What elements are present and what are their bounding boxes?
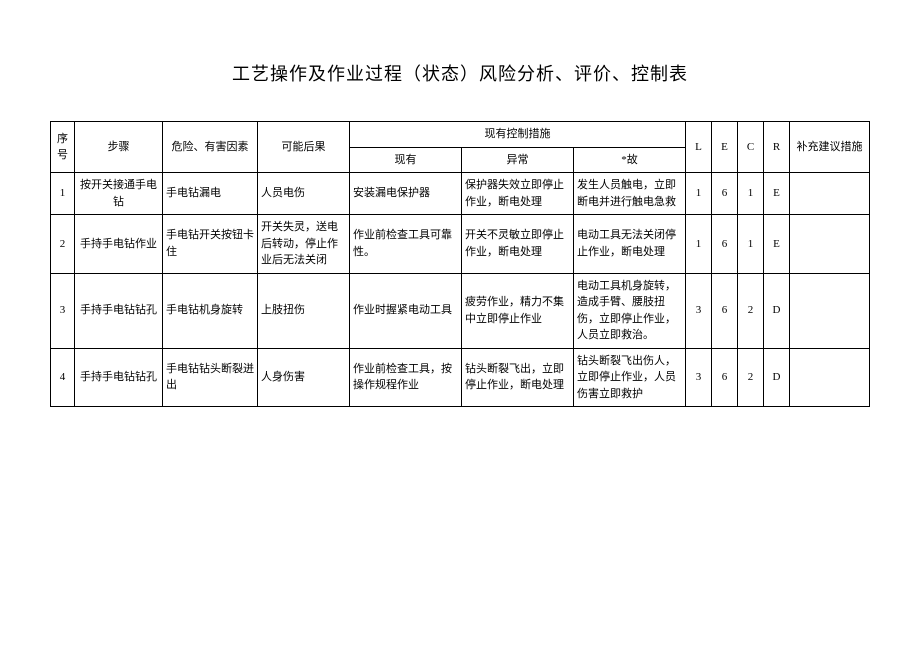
cell-seq: 2: [51, 215, 75, 274]
cell-e: 6: [712, 273, 738, 348]
cell-consequence: 开关失灵，送电后转动，停止作业后无法关闭: [258, 215, 350, 274]
header-abnormal: 异常: [462, 147, 574, 173]
cell-abnormal: 保护器失效立即停止作业，断电处理: [462, 173, 574, 215]
cell-consequence: 上肢扭伤: [258, 273, 350, 348]
cell-factor: 手电钻漏电: [163, 173, 258, 215]
cell-factor: 手电钻机身旋转: [163, 273, 258, 348]
header-l: L: [686, 122, 712, 173]
header-suggest: 补充建议措施: [790, 122, 870, 173]
header-seq: 序号: [51, 122, 75, 173]
cell-suggest: [790, 173, 870, 215]
cell-factor: 手电钻开关按钮卡住: [163, 215, 258, 274]
cell-consequence: 人身伤害: [258, 348, 350, 407]
header-e: E: [712, 122, 738, 173]
cell-accident: 电动工具无法关闭停止作业，断电处理: [574, 215, 686, 274]
cell-c: 2: [738, 273, 764, 348]
cell-abnormal: 疲劳作业，精力不集中立即停止作业: [462, 273, 574, 348]
header-control-group: 现有控制措施: [350, 122, 686, 148]
cell-current: 作业时握紧电动工具: [350, 273, 462, 348]
cell-l: 1: [686, 173, 712, 215]
cell-abnormal: 开关不灵敏立即停止作业，断电处理: [462, 215, 574, 274]
header-c: C: [738, 122, 764, 173]
cell-current: 作业前检查工具，按操作规程作业: [350, 348, 462, 407]
header-r: R: [764, 122, 790, 173]
header-accident: *故: [574, 147, 686, 173]
cell-e: 6: [712, 215, 738, 274]
cell-consequence: 人员电伤: [258, 173, 350, 215]
cell-suggest: [790, 348, 870, 407]
header-factor: 危险、有害因素: [163, 122, 258, 173]
cell-accident: 钻头断裂飞出伤人，立即停止作业，人员伤害立即救护: [574, 348, 686, 407]
cell-suggest: [790, 273, 870, 348]
table-row: 4 手持手电钻钻孔 手电钻钻头断裂迸出 人身伤害 作业前检查工具，按操作规程作业…: [51, 348, 870, 407]
cell-accident: 发生人员触电，立即断电并进行触电急救: [574, 173, 686, 215]
cell-seq: 3: [51, 273, 75, 348]
cell-abnormal: 钻头断裂飞出，立即停止作业，断电处理: [462, 348, 574, 407]
cell-c: 1: [738, 215, 764, 274]
cell-seq: 1: [51, 173, 75, 215]
cell-l: 1: [686, 215, 712, 274]
cell-accident: 电动工具机身旋转，造成手臂、腰肢扭伤，立即停止作业，人员立即救治。: [574, 273, 686, 348]
cell-r: D: [764, 348, 790, 407]
cell-l: 3: [686, 348, 712, 407]
cell-step: 手持手电钻钻孔: [75, 273, 163, 348]
header-step: 步骤: [75, 122, 163, 173]
cell-step: 手持手电钻钻孔: [75, 348, 163, 407]
header-current: 现有: [350, 147, 462, 173]
cell-current: 安装漏电保护器: [350, 173, 462, 215]
cell-r: E: [764, 173, 790, 215]
table-header-row-1: 序号 步骤 危险、有害因素 可能后果 现有控制措施 L E C R 补充建议措施: [51, 122, 870, 148]
cell-factor: 手电钻钻头断裂迸出: [163, 348, 258, 407]
cell-l: 3: [686, 273, 712, 348]
cell-r: D: [764, 273, 790, 348]
table-row: 1 按开关接通手电钻 手电钻漏电 人员电伤 安装漏电保护器 保护器失效立即停止作…: [51, 173, 870, 215]
cell-step: 手持手电钻作业: [75, 215, 163, 274]
cell-c: 1: [738, 173, 764, 215]
table-body: 1 按开关接通手电钻 手电钻漏电 人员电伤 安装漏电保护器 保护器失效立即停止作…: [51, 173, 870, 407]
page-title: 工艺操作及作业过程（状态）风险分析、评价、控制表: [50, 60, 870, 86]
risk-analysis-table: 序号 步骤 危险、有害因素 可能后果 现有控制措施 L E C R 补充建议措施…: [50, 121, 870, 407]
header-consequence: 可能后果: [258, 122, 350, 173]
table-row: 2 手持手电钻作业 手电钻开关按钮卡住 开关失灵，送电后转动，停止作业后无法关闭…: [51, 215, 870, 274]
cell-r: E: [764, 215, 790, 274]
cell-step: 按开关接通手电钻: [75, 173, 163, 215]
cell-suggest: [790, 215, 870, 274]
cell-c: 2: [738, 348, 764, 407]
cell-e: 6: [712, 173, 738, 215]
table-row: 3 手持手电钻钻孔 手电钻机身旋转 上肢扭伤 作业时握紧电动工具 疲劳作业，精力…: [51, 273, 870, 348]
cell-seq: 4: [51, 348, 75, 407]
cell-current: 作业前检查工具可靠性。: [350, 215, 462, 274]
cell-e: 6: [712, 348, 738, 407]
